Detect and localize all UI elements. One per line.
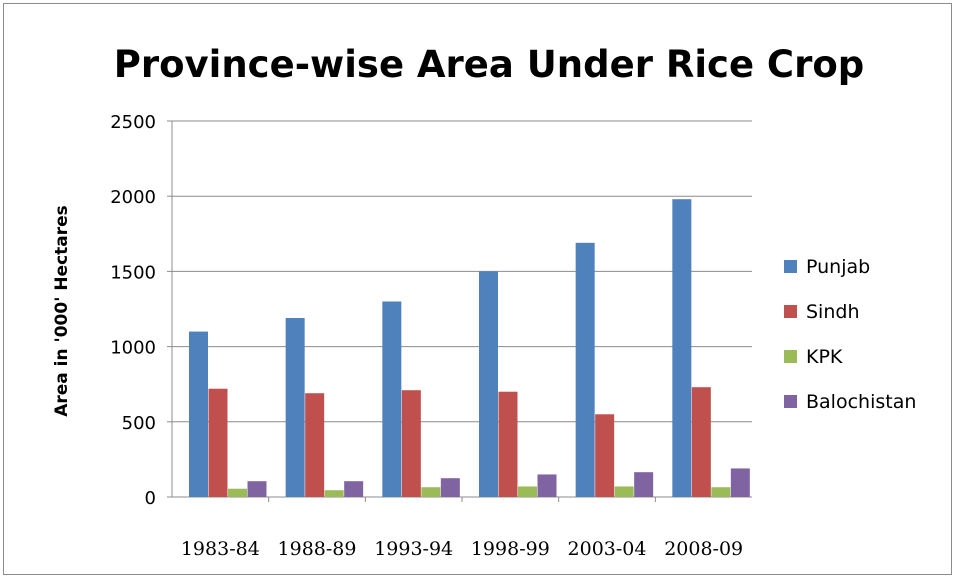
- bar-kpk-1998-99: [518, 486, 537, 497]
- bar-balochistan-2008-09: [730, 468, 750, 497]
- x-tick-label: 1983-84: [181, 538, 260, 560]
- legend-label-balochistan: Balochistan: [806, 391, 916, 413]
- y-tick-label: 0: [145, 488, 156, 509]
- gridlines: [172, 120, 752, 423]
- bar-balochistan-1983-84: [247, 481, 267, 497]
- x-tick-label: 1998-99: [471, 538, 550, 560]
- legend-swatch-punjab: [784, 260, 797, 273]
- x-tick-label: 2008-09: [664, 538, 743, 560]
- bar-balochistan-2003-04: [634, 472, 654, 497]
- bars: [189, 199, 750, 497]
- bar-kpk-2003-04: [614, 486, 634, 497]
- bar-punjab-1983-84: [189, 331, 208, 497]
- bar-kpk-1983-84: [228, 488, 247, 497]
- x-tick-label: 2003-04: [568, 538, 647, 560]
- chart-frame: Province-wise Area Under Rice Crop Area …: [3, 3, 952, 575]
- y-tick-labels: 0 500 1000 1500 2000 2500: [110, 112, 156, 509]
- bar-balochistan-1993-94: [440, 478, 460, 497]
- bar-balochistan-1988-89: [344, 481, 364, 497]
- y-axis-label: Area in '000' Hectares: [52, 205, 72, 417]
- y-tick-label: 2500: [110, 112, 156, 133]
- bar-sindh-1993-94: [401, 390, 421, 497]
- legend: Punjab Sindh KPK Balochistan: [784, 256, 916, 413]
- legend-swatch-kpk: [784, 350, 797, 363]
- bar-punjab-1988-89: [285, 318, 305, 497]
- legend-label-punjab: Punjab: [806, 256, 870, 278]
- y-tick-label: 500: [122, 413, 156, 434]
- y-tick-label: 1500: [110, 262, 156, 283]
- chart-canvas: Province-wise Area Under Rice Crop Area …: [52, 43, 916, 560]
- y-tick-label: 1000: [110, 338, 156, 359]
- bar-sindh-1998-99: [498, 391, 518, 497]
- axes: [167, 120, 752, 502]
- bar-sindh-1983-84: [208, 388, 228, 497]
- bar-punjab-2008-09: [672, 199, 692, 497]
- bar-kpk-2008-09: [711, 487, 731, 497]
- legend-label-sindh: Sindh: [806, 301, 859, 323]
- bar-punjab-1998-99: [479, 271, 498, 497]
- bar-punjab-2003-04: [575, 242, 595, 497]
- x-tick-label: 1993-94: [374, 538, 453, 560]
- bar-kpk-1988-89: [324, 490, 344, 497]
- x-tick-labels: 1983-84 1988-89 1993-94 1998-99 2003-04 2008-…: [181, 538, 743, 560]
- legend-swatch-balochistan: [784, 395, 797, 408]
- bar-punjab-1993-94: [382, 301, 402, 497]
- legend-label-kpk: KPK: [806, 346, 843, 368]
- y-tick-label: 2000: [110, 187, 156, 208]
- x-tick-label: 1988-89: [278, 538, 357, 560]
- legend-swatch-sindh: [784, 305, 797, 318]
- bar-sindh-2008-09: [691, 387, 711, 497]
- bar-balochistan-1998-99: [537, 474, 557, 497]
- bar-sindh-1988-89: [305, 393, 325, 497]
- bar-kpk-1993-94: [421, 487, 441, 497]
- bar-sindh-2003-04: [595, 414, 615, 497]
- chart-title: Province-wise Area Under Rice Crop: [114, 43, 864, 86]
